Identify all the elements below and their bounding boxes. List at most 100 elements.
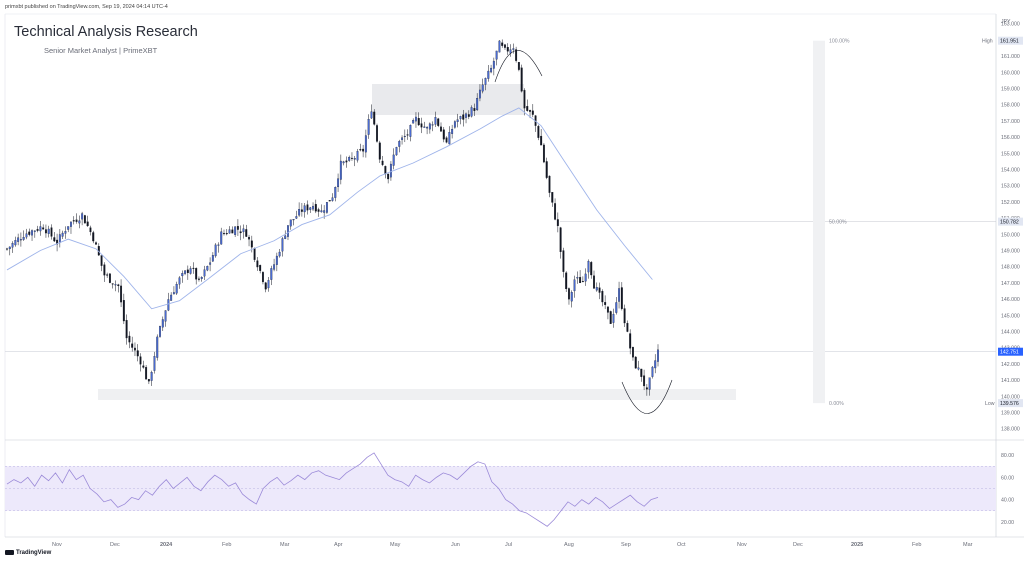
time-tick-label: Dec xyxy=(793,542,803,548)
fibonacci-tool: 100.00% 50.00% 0.00% xyxy=(5,39,996,407)
candle-body xyxy=(657,349,659,362)
time-tick-label: 2024 xyxy=(160,542,173,548)
candles xyxy=(6,39,659,396)
price-tick-label: 145.000 xyxy=(1001,313,1020,319)
candle-body xyxy=(120,285,123,303)
candle-body xyxy=(6,248,8,250)
candle-body xyxy=(81,213,84,220)
candle-body xyxy=(498,40,501,53)
candle-body xyxy=(490,67,493,73)
candle-body xyxy=(431,124,434,126)
chart-subtitle: Senior Market Analyst | PrimeXBT xyxy=(44,46,158,55)
last-price-label-bg xyxy=(998,347,1023,356)
time-tick-label: Mar xyxy=(963,542,973,548)
candle-body xyxy=(620,287,623,309)
rsi-tick-label: 80.00 xyxy=(1001,453,1014,459)
candle-body xyxy=(33,230,36,232)
candle-body xyxy=(378,142,381,160)
price-tick-label: 142.000 xyxy=(1001,362,1020,368)
candle-body xyxy=(504,44,506,48)
candle-body xyxy=(501,42,504,46)
candle-body xyxy=(64,231,67,234)
candle-body xyxy=(231,229,234,234)
candle-body xyxy=(626,323,629,332)
price-tick-label: 141.000 xyxy=(1001,378,1020,384)
candle-body xyxy=(484,78,487,85)
candle-body xyxy=(415,116,417,122)
candle-body xyxy=(606,306,609,313)
candle-body xyxy=(44,229,47,234)
candle-body xyxy=(515,49,518,61)
price-tick-label: 158.000 xyxy=(1001,103,1020,109)
candle-body xyxy=(108,273,111,283)
candle-body xyxy=(492,60,495,69)
candle-body xyxy=(36,229,39,231)
candle-body xyxy=(95,242,97,245)
candle-body xyxy=(615,302,618,313)
candle-body xyxy=(481,84,484,92)
candle-body xyxy=(284,235,287,239)
candle-body xyxy=(131,343,134,348)
candle-body xyxy=(651,366,654,377)
candle-body xyxy=(298,209,301,216)
candle-body xyxy=(56,239,59,245)
high-value-label: 161.951 xyxy=(1000,39,1019,45)
candle-body xyxy=(314,204,317,212)
price-tick-label: 155.000 xyxy=(1001,151,1020,157)
candle-body xyxy=(531,110,534,115)
fib-level-100: 100.00% xyxy=(829,39,850,45)
rsi-line xyxy=(6,452,659,527)
candle-body xyxy=(320,210,323,213)
candle-body xyxy=(426,126,429,129)
candle-body xyxy=(412,120,415,124)
candle-body xyxy=(100,255,103,266)
candle-body xyxy=(111,283,114,285)
time-tick-label: Oct xyxy=(677,542,686,548)
candle-body xyxy=(31,230,33,236)
candle-body xyxy=(381,160,384,165)
candle-body xyxy=(423,126,426,128)
candle-body xyxy=(370,111,373,119)
candle-body xyxy=(632,346,634,358)
price-tick-label: 152.000 xyxy=(1001,200,1020,206)
candle-body xyxy=(328,200,331,202)
bottom-arc xyxy=(621,379,673,414)
candle-body xyxy=(417,118,420,126)
candle-body xyxy=(309,207,312,210)
candle-body xyxy=(170,294,173,301)
candle-body xyxy=(178,277,181,285)
candle-body xyxy=(337,178,340,188)
candle-body xyxy=(195,268,198,280)
high-label: High xyxy=(982,39,993,45)
time-tick-label: Sep xyxy=(621,542,631,548)
candle-body xyxy=(634,356,637,369)
candle-body xyxy=(470,107,473,117)
candle-body xyxy=(445,137,448,143)
candle-body xyxy=(609,311,612,324)
candle-body xyxy=(654,360,657,369)
published-line: primxbt published on TradingView.com, Se… xyxy=(5,4,168,10)
candle-body xyxy=(156,336,159,358)
candle-body xyxy=(242,228,245,233)
price-tick-label: 146.000 xyxy=(1001,297,1020,303)
candle-body xyxy=(520,67,523,92)
candle-body xyxy=(495,50,498,60)
candle-body xyxy=(406,134,409,136)
candle-body xyxy=(487,70,490,79)
low-label: Low xyxy=(985,401,995,407)
candle-body xyxy=(203,269,206,277)
fib-level-50: 50.00% xyxy=(829,220,847,226)
time-tick-label: Dec xyxy=(110,542,120,548)
candle-body xyxy=(83,215,86,224)
high-value-label-bg xyxy=(998,36,1023,45)
candle-body xyxy=(342,161,345,164)
candle-body xyxy=(409,124,412,137)
candle-body xyxy=(612,314,615,323)
candle-body xyxy=(136,350,139,357)
candle-body xyxy=(317,209,320,212)
candle-body xyxy=(542,144,545,163)
candle-body xyxy=(142,365,145,368)
candle-body xyxy=(245,229,248,237)
candle-body xyxy=(559,227,562,252)
